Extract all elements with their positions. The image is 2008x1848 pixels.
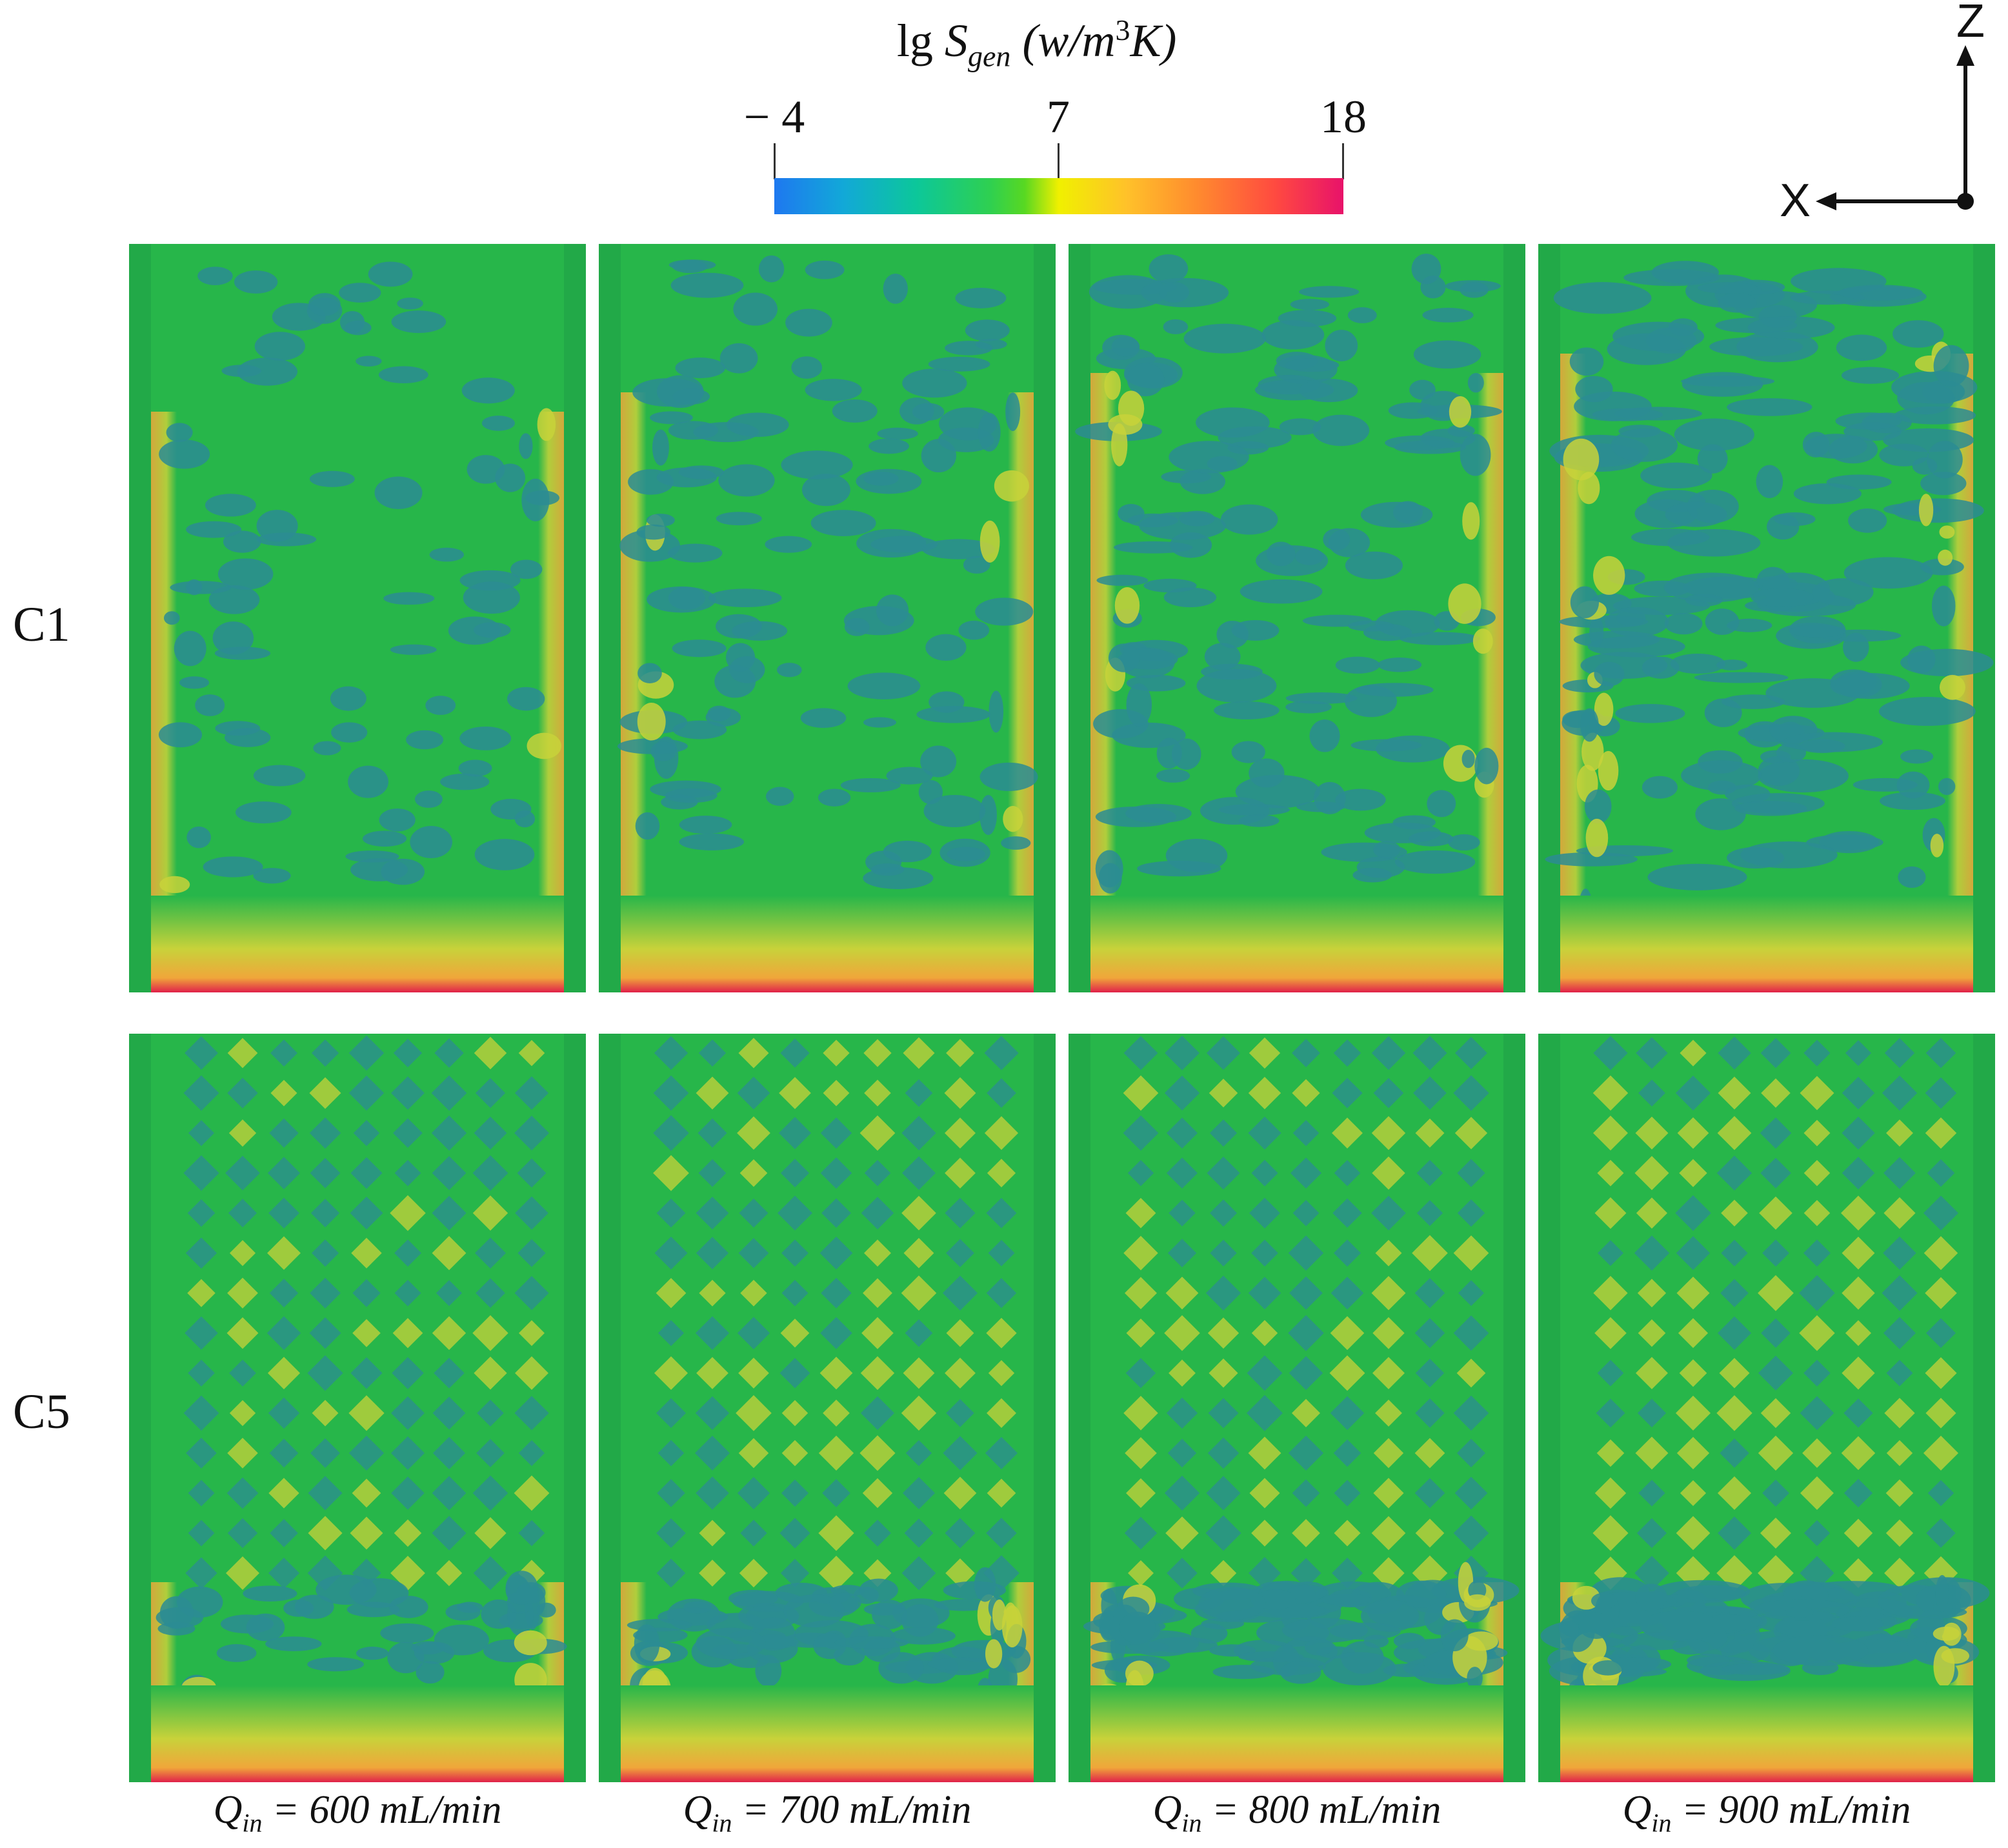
colorbar-gradient	[774, 178, 1343, 214]
colorbar-title-prefix: lg	[897, 15, 945, 66]
panel-c5-900	[1538, 1034, 1995, 1782]
colorbar-tick-max: 18	[1320, 91, 1367, 143]
panel-c1-900	[1538, 244, 1995, 992]
coordinate-axes: Z X	[1768, 0, 1987, 226]
colorbar-tick-min: − 4	[743, 91, 805, 143]
axis-label-z: Z	[1956, 0, 1985, 47]
panel-c5-600	[129, 1034, 586, 1782]
colorbar-unit-power: 3	[1115, 14, 1130, 46]
colorbar-tickmark-mid	[1058, 143, 1059, 179]
flow-label-600: Qin = 600 mL/min	[213, 1788, 502, 1838]
colorbar-unit-close: K)	[1130, 15, 1177, 66]
colorbar-subscript: gen	[968, 39, 1011, 73]
colorbar-tick-mid: 7	[1047, 91, 1070, 143]
axes-arrows-icon	[1816, 45, 1974, 210]
panel-c1-700	[599, 244, 1056, 992]
row-label-c1: C1	[13, 598, 70, 652]
flow-label-700: Qin = 700 mL/min	[683, 1788, 972, 1838]
colorbar-symbol: S	[945, 15, 969, 66]
colorbar-title: lg Sgen (w/m3K)	[897, 13, 1176, 73]
panel-c1-800	[1069, 244, 1525, 992]
colorbar-unit-open: (w/m	[1010, 15, 1116, 66]
axis-label-x: X	[1780, 175, 1811, 226]
panel-c5-800	[1069, 1034, 1525, 1782]
panel-c1-600	[129, 244, 586, 992]
flow-label-800: Qin = 800 mL/min	[1152, 1788, 1441, 1838]
colorbar-tickmark-min	[774, 143, 776, 179]
panel-c5-700	[599, 1034, 1056, 1782]
row-label-c5: C5	[13, 1385, 70, 1439]
flow-label-900: Qin = 900 mL/min	[1622, 1788, 1911, 1838]
colorbar-tickmark-max	[1342, 143, 1344, 179]
